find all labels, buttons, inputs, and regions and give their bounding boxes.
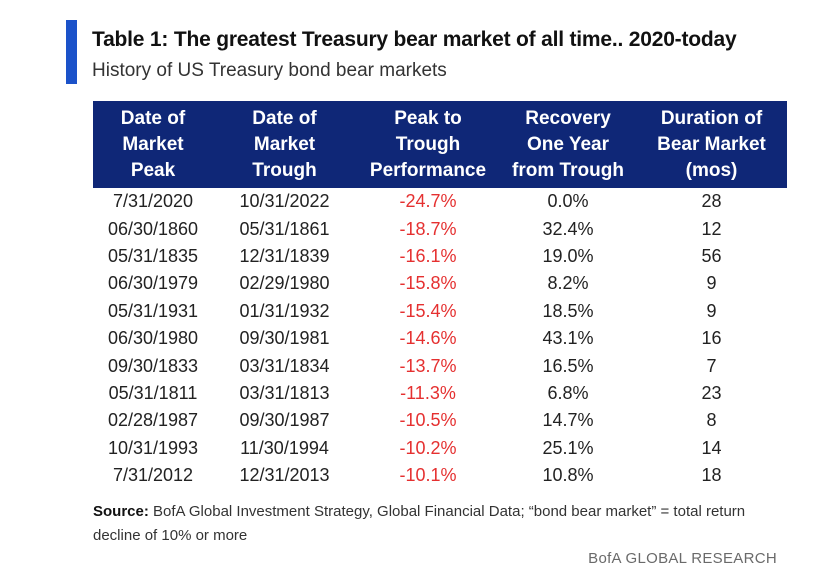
cell-duration-bear-market: 56 [701,245,722,266]
cell-date-of-market-trough: 03/31/1834 [239,355,330,376]
cell-peak-to-trough-performance: -14.6% [399,328,457,349]
column-header-line: Recovery [525,108,611,129]
cell-date-of-market-peak: 09/30/1833 [107,355,199,376]
cell-duration-bear-market: 16 [701,328,722,349]
cell-date-of-market-trough: 05/31/1861 [239,218,330,239]
cell-date-of-market-peak: 05/31/1931 [107,300,199,321]
cell-peak-to-trough-performance: -10.1% [399,465,457,486]
column-header-recovery-one-year: Recovery One Year from Trough [500,101,636,188]
cell-date-of-market-peak: 05/31/1811 [108,382,198,403]
cell-date-of-market-peak: 7/31/2012 [112,465,194,486]
cell-duration-bear-market: 8 [706,410,717,431]
cell-recovery-one-year: 0.0% [547,191,589,212]
table-row: 7/31/2012 12/31/2013 -10.1% 10.8% 18 [93,462,787,489]
cell-duration-bear-market: 12 [701,218,722,239]
cell-date-of-market-trough: 12/31/1839 [239,245,330,266]
table-row: 09/30/1833 03/31/1834 -13.7% 16.5% 7 [93,352,787,379]
cell-peak-to-trough-performance: -16.1% [399,245,457,266]
table-row: 02/28/1987 09/30/1987 -10.5% 14.7% 8 [93,407,787,434]
cell-recovery-one-year: 19.0% [542,245,594,266]
cell-duration-bear-market: 23 [701,382,722,403]
column-header-line: Trough [252,160,317,181]
accent-bar [66,20,77,84]
cell-date-of-market-peak: 05/31/1835 [107,245,199,266]
column-header-line: Peak [130,160,176,181]
column-header-date-of-market-trough: Date of Market Trough [213,101,356,188]
column-header-line: Bear Market [657,134,766,155]
table-title: Table 1: The greatest Treasury bear mark… [92,28,737,51]
table-row: 7/31/2020 10/31/2022 -24.7% 0.0% 28 [93,188,787,215]
cell-date-of-market-trough: 01/31/1932 [239,300,330,321]
cell-recovery-one-year: 32.4% [542,218,594,239]
column-header-line: Peak to [394,108,462,129]
table-header-row: Date of Market Peak Date of Market Trough Peak… [93,101,787,188]
cell-recovery-one-year: 10.8% [542,465,594,486]
column-header-duration-bear-market: Duration of Bear Market (mos) [636,101,787,188]
cell-date-of-market-trough: 12/31/2013 [239,465,330,486]
cell-date-of-market-trough: 03/31/1813 [239,382,330,403]
cell-recovery-one-year: 8.2% [547,273,589,294]
cell-date-of-market-peak: 06/30/1980 [107,328,199,349]
cell-peak-to-trough-performance: -10.2% [399,437,457,458]
cell-duration-bear-market: 28 [701,191,722,212]
cell-peak-to-trough-performance: -15.4% [399,300,457,321]
cell-date-of-market-trough: 11/30/1994 [240,437,329,458]
table-row: 05/31/1835 12/31/1839 -16.1% 19.0% 56 [93,243,787,270]
cell-recovery-one-year: 25.1% [542,437,594,458]
table-row: 06/30/1979 02/29/1980 -15.8% 8.2% 9 [93,270,787,297]
cell-peak-to-trough-performance: -10.5% [399,410,457,431]
cell-peak-to-trough-performance: -18.7% [399,218,457,239]
table-subtitle: History of US Treasury bond bear markets [92,60,447,81]
source-note: Source: BofA Global Investment Strategy,… [93,500,793,548]
cell-date-of-market-trough: 09/30/1981 [239,328,330,349]
cell-recovery-one-year: 18.5% [542,300,594,321]
source-label: Source: [93,503,149,520]
table-row: 06/30/1980 09/30/1981 -14.6% 43.1% 16 [93,325,787,352]
cell-date-of-market-trough: 09/30/1987 [239,410,330,431]
column-header-line: (mos) [685,160,738,181]
column-header-line: Date of [120,108,186,129]
cell-date-of-market-peak: 06/30/1979 [107,273,199,294]
brand-footer: BofA GLOBAL RESEARCH [588,550,777,567]
cell-recovery-one-year: 16.5% [542,355,594,376]
cell-duration-bear-market: 9 [706,273,717,294]
cell-duration-bear-market: 9 [706,300,717,321]
table-row: 05/31/1811 03/31/1813 -11.3% 6.8% 23 [93,380,787,407]
cell-duration-bear-market: 18 [701,465,722,486]
cell-duration-bear-market: 14 [701,437,722,458]
column-header-line: Duration of [660,108,763,129]
column-header-line: One Year [526,134,610,155]
cell-peak-to-trough-performance: -11.3% [400,382,456,403]
table-row: 10/31/1993 11/30/1994 -10.2% 25.1% 14 [93,435,787,462]
cell-peak-to-trough-performance: -13.7% [399,355,457,376]
column-header-line: from Trough [512,160,624,181]
cell-date-of-market-trough: 02/29/1980 [239,273,330,294]
table-row: 06/30/1860 05/31/1861 -18.7% 32.4% 12 [93,215,787,242]
column-header-line: Trough [395,134,461,155]
cell-date-of-market-peak: 06/30/1860 [107,218,199,239]
column-header-date-of-market-peak: Date of Market Peak [93,101,213,188]
cell-date-of-market-trough: 10/31/2022 [239,191,330,212]
bear-market-table: Date of Market Peak Date of Market Trough Peak… [93,101,787,489]
source-text: BofA Global Investment Strategy, Global … [93,503,746,544]
cell-recovery-one-year: 14.7% [542,410,594,431]
column-header-line: Market [122,134,184,155]
cell-date-of-market-peak: 7/31/2020 [112,191,194,212]
column-header-line: Performance [369,160,487,181]
table-body: 7/31/2020 10/31/2022 -24.7% 0.0% 28 06/30/186… [93,188,787,489]
column-header-line: Date of [252,108,317,129]
cell-peak-to-trough-performance: -24.7% [399,191,457,212]
column-header-line: Market [253,134,316,155]
cell-recovery-one-year: 6.8% [547,382,589,403]
cell-recovery-one-year: 43.1% [542,328,594,349]
table-row: 05/31/1931 01/31/1932 -15.4% 18.5% 9 [93,298,787,325]
cell-duration-bear-market: 7 [706,355,717,376]
cell-peak-to-trough-performance: -15.8% [399,273,457,294]
cell-date-of-market-peak: 10/31/1993 [107,437,199,458]
column-header-peak-to-trough-performance: Peak to Trough Performance [356,101,500,188]
cell-date-of-market-peak: 02/28/1987 [107,410,199,431]
